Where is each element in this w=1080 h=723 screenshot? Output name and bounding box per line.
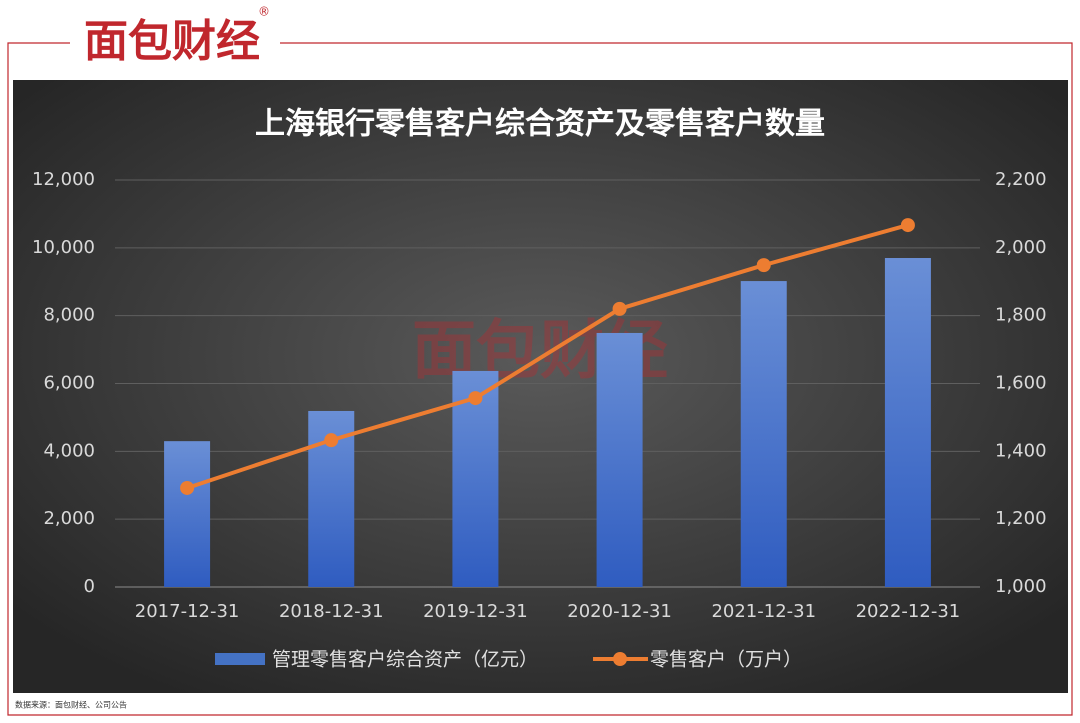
y2-tick-label: 2,200: [995, 169, 1047, 190]
legend-label: 零售客户（万户）: [650, 649, 802, 671]
logo: 面包财经: [84, 16, 260, 67]
marker: [756, 258, 771, 273]
marker: [324, 433, 339, 448]
source: 数据来源：面包财经、公司公告: [15, 700, 127, 710]
x-tick-label: 2017-12-31: [135, 601, 240, 622]
x-tick-label: 2022-12-31: [856, 601, 961, 622]
marker: [180, 480, 195, 495]
bar: [596, 332, 643, 587]
bar: [740, 281, 787, 587]
y-tick-label: 12,000: [32, 169, 95, 190]
y-tick-label: 6,000: [43, 373, 95, 394]
y2-tick-label: 1,800: [995, 305, 1047, 326]
frame: [7, 42, 1073, 716]
bar: [884, 258, 931, 587]
logo-mark: ®: [258, 5, 270, 19]
bar: [452, 370, 499, 587]
marker: [900, 218, 915, 233]
legend-swatch: [613, 652, 628, 666]
x-tick-label: 2021-12-31: [711, 601, 816, 622]
x-tick-label: 2019-12-31: [423, 601, 528, 622]
line: [186, 223, 909, 490]
y-tick-label: 0: [84, 576, 95, 597]
chart-title: 上海银行零售客户综合资产及零售客户数量: [255, 107, 825, 142]
y2-tick-label: 1,400: [995, 440, 1047, 461]
marker: [612, 301, 627, 316]
y-tick-label: 10,000: [32, 237, 95, 258]
legend-swatch: [215, 653, 265, 665]
marker: [468, 391, 483, 406]
y2-tick-label: 1,000: [995, 576, 1047, 597]
bar: [164, 441, 211, 587]
y2-tick-label: 1,200: [995, 508, 1047, 529]
y-tick-label: 8,000: [43, 305, 95, 326]
x-tick-label: 2020-12-31: [567, 601, 672, 622]
y-tick-label: 2,000: [43, 508, 95, 529]
y-tick-label: 4,000: [43, 440, 95, 461]
legend-label: 管理零售客户综合资产（亿元）: [272, 649, 538, 671]
x-tick-label: 2018-12-31: [279, 601, 384, 622]
y2-tick-label: 2,000: [995, 237, 1047, 258]
y2-tick-label: 1,600: [995, 373, 1047, 394]
